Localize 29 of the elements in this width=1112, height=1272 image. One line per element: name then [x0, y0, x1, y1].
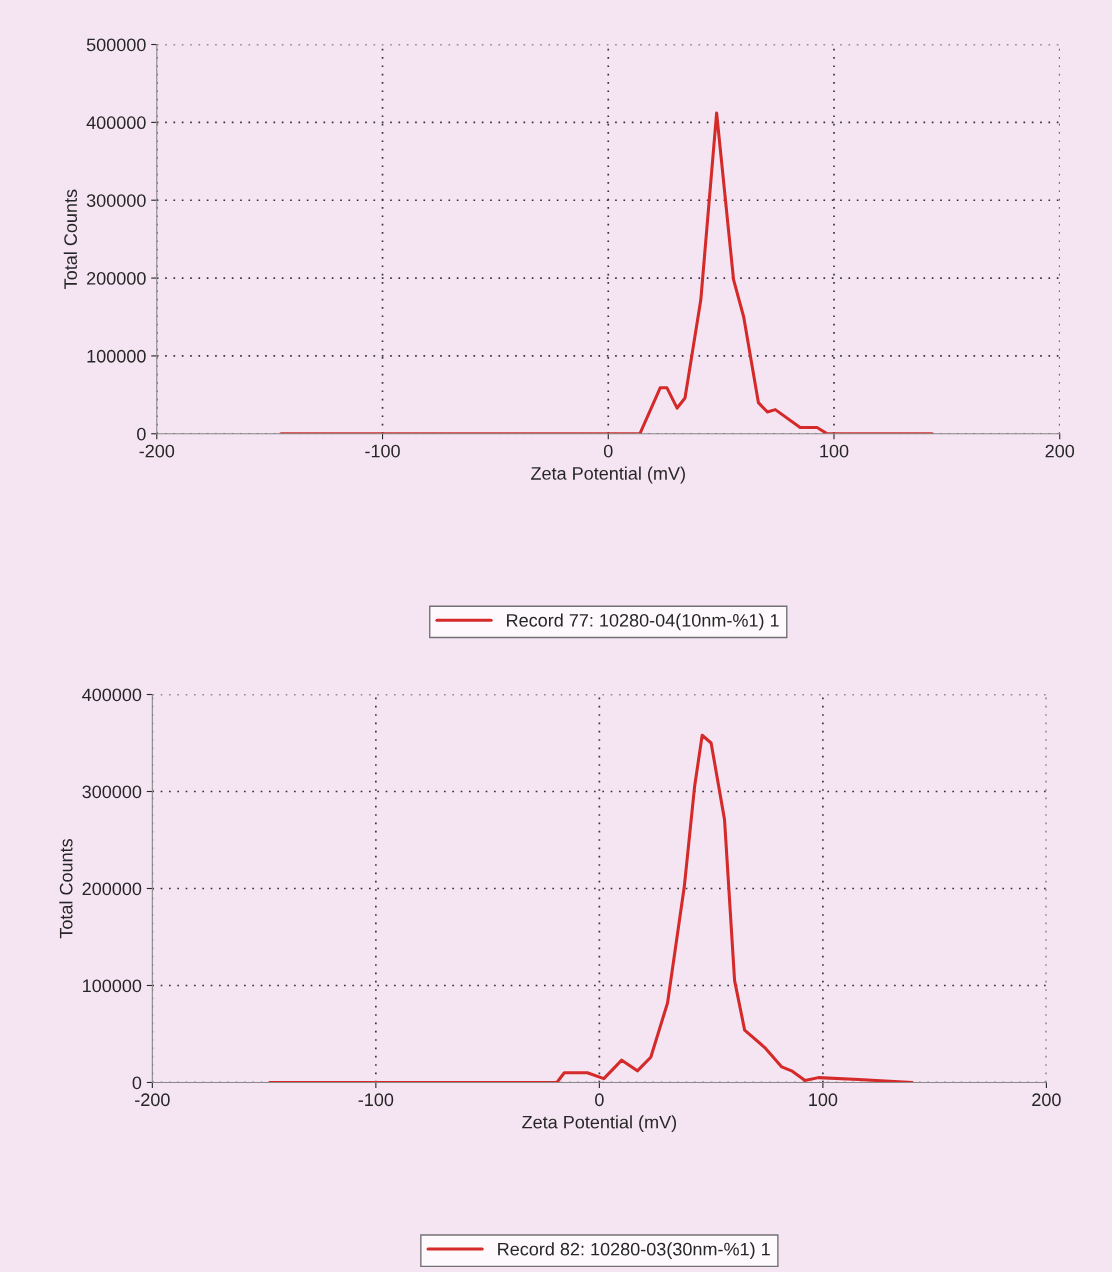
legend-label: Record 82: 10280-03(30nm-%1) 1 — [498, 1242, 770, 1260]
y-tick-label: 100000 — [83, 979, 142, 993]
y-tick-label: 200000 — [82, 882, 142, 896]
x-tick-label: 0 — [595, 1093, 604, 1107]
line-series — [268, 733, 914, 1083]
y-tick-label: 400000 — [82, 688, 142, 702]
x-tick-label: -100 — [358, 1093, 394, 1107]
x-tick-label: 200 — [1045, 444, 1075, 458]
x-tick-label: -100 — [365, 444, 400, 458]
x-tick-label: 200 — [1032, 1093, 1061, 1107]
x-tick-label: -200 — [135, 1093, 170, 1107]
x-axis-title: Zeta Potential (mV) — [522, 1115, 677, 1133]
y-tick-label: 400000 — [86, 116, 146, 130]
y-tick-label: 200000 — [87, 271, 146, 285]
y-tick-label: 500000 — [86, 38, 146, 52]
x-tick-label: 0 — [603, 444, 613, 458]
y-tick-label: 0 — [137, 427, 146, 441]
legend-label: Record 77: 10280-04(10nm-%1) 1 — [507, 613, 779, 631]
y-axis-title: Total Counts — [63, 189, 78, 289]
x-tick-label: 100 — [809, 1093, 838, 1107]
x-axis-title: Zeta Potential (mV) — [531, 466, 685, 484]
y-tick-label: 0 — [132, 1076, 142, 1090]
y-axis-title: Total Counts — [59, 838, 73, 939]
x-tick-label: 100 — [820, 444, 849, 458]
line-series — [279, 111, 934, 434]
y-tick-label: 300000 — [86, 194, 146, 207]
y-tick-label: 300000 — [82, 785, 142, 799]
y-tick-label: 100000 — [87, 349, 146, 363]
x-tick-label: -200 — [139, 444, 175, 458]
